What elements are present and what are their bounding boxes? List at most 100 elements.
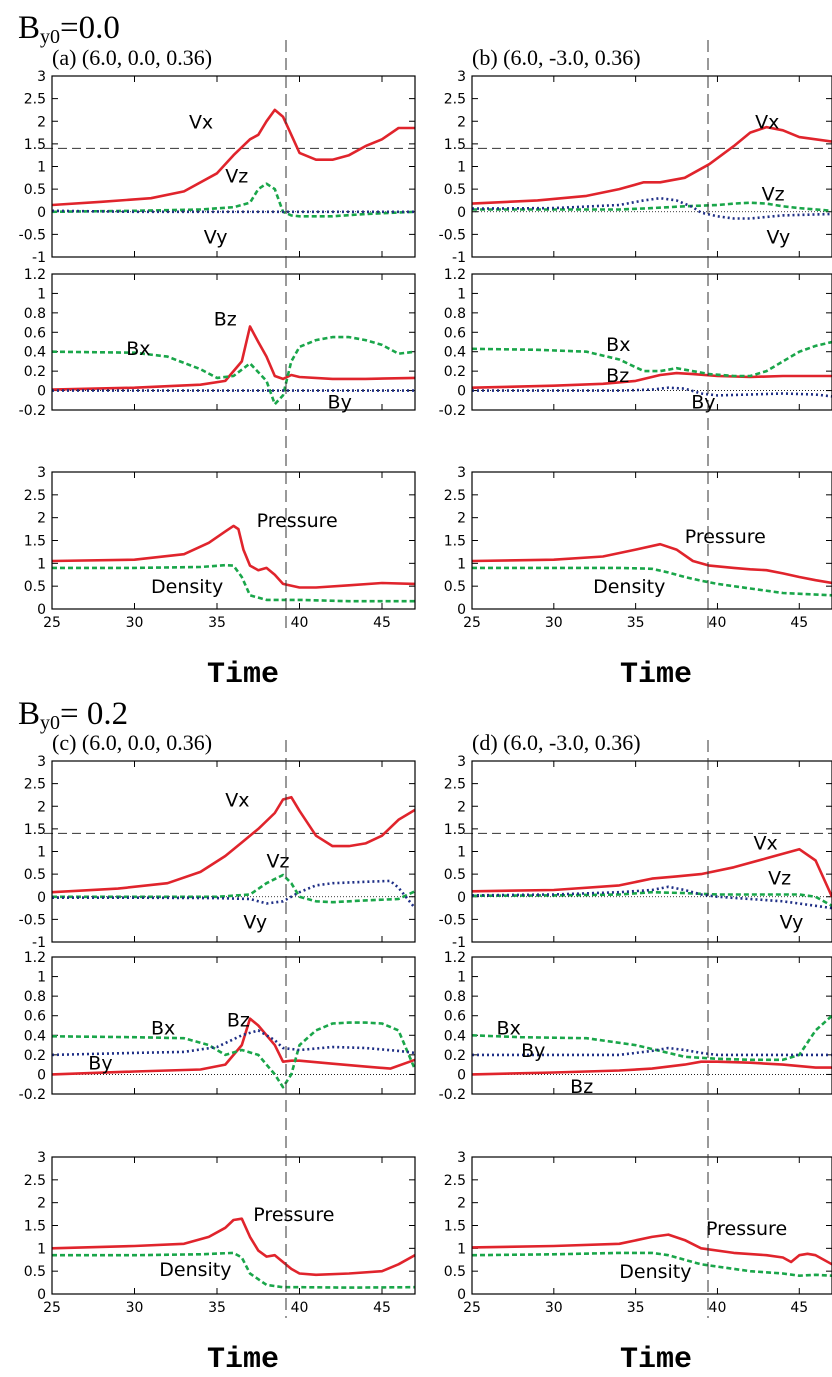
y-tick-label: 1 (37, 160, 46, 176)
panel-title-b: (b) (6.0, -3.0, 0.36) (472, 45, 641, 70)
y-tick-label: 0.5 (24, 182, 46, 198)
y-tick-label: 0.6 (24, 1009, 46, 1025)
curve-label-bz: Bz (606, 365, 629, 387)
y-tick-label: 0.4 (24, 345, 46, 361)
x-tick-label: 45 (790, 1300, 808, 1316)
subplot-c-velocity: 3 2.5 2 1.5 1 0.5 0 -0.5 -1 Vx Vz Vy (19, 754, 416, 951)
curve-label-pressure: Pressure (257, 510, 338, 532)
subplot-d-velocity: 3 2.5 2 1.5 1 0.5 0 -0.5 -1 Vx Vz Vy (439, 754, 832, 951)
y-tick-label: -0.5 (439, 912, 466, 928)
subplot-c-field: 1.2 1 0.8 0.6 0.4 0.2 0 -0.2 Bx Bz By (19, 950, 416, 1103)
y-tick-label: 2 (457, 511, 466, 527)
series-vz (472, 201, 832, 213)
y-tick-label: 0.2 (24, 1048, 46, 1064)
y-tick-label: 1 (457, 160, 466, 176)
series-pressure (52, 524, 415, 589)
curve-label-vx: Vx (225, 789, 249, 811)
curve-label-vx: Vx (755, 111, 779, 133)
plot-frame (51, 956, 416, 1095)
subplot-a-field: 1.2 1 0.8 0.6 0.4 0.2 0 -0.2 Bx Bz By (19, 267, 416, 419)
y-tick-label: 0 (457, 1067, 466, 1083)
y-tick-label: 1 (37, 845, 46, 861)
y-tick-label: 1.2 (444, 950, 466, 966)
curve-label-pressure: Pressure (685, 526, 766, 548)
y-tick-label: 1 (37, 286, 46, 302)
x-tick-label: 45 (373, 615, 391, 631)
y-tick-label: 2.5 (444, 92, 466, 108)
y-tick-label: 1.5 (444, 137, 466, 153)
y-tick-label: 0.8 (24, 306, 46, 322)
panel-title-d: (d) (6.0, -3.0, 0.36) (472, 730, 641, 755)
y-tick-label: 1 (457, 286, 466, 302)
y-tick-label: -1 (452, 250, 466, 266)
series-bz (52, 1017, 415, 1076)
y-tick-label: 2.5 (24, 777, 46, 793)
y-tick-label: 2 (37, 511, 46, 527)
x-tick-label: 30 (126, 615, 144, 631)
series-vx (472, 125, 832, 205)
y-tick-label: 0 (457, 890, 466, 906)
x-tick-label: 40 (709, 1300, 727, 1316)
series-vz (52, 182, 415, 218)
plot-frame (471, 760, 832, 943)
x-tick-label: 40 (709, 615, 727, 631)
y-tick-label: 1.5 (24, 1219, 46, 1235)
y-tick-label: 0 (37, 1067, 46, 1083)
y-tick-label: 2.5 (444, 488, 466, 504)
curve-label-bx: Bx (126, 338, 150, 360)
y-tick-label: 0.6 (444, 325, 466, 341)
y-tick-label: 0.5 (24, 579, 46, 595)
curve-label-by: By (691, 391, 715, 413)
y-tick-label: 0.8 (444, 306, 466, 322)
curve-label-vx: Vx (189, 111, 213, 133)
y-tick-label: 1.5 (444, 1219, 466, 1235)
y-tick-label: 2 (37, 799, 46, 815)
y-tick-label: -1 (32, 935, 46, 951)
y-tick-label: -0.5 (19, 912, 46, 928)
curve-label-bz: Bz (570, 1076, 593, 1098)
curve-label-vz: Vz (762, 184, 785, 206)
curve-label-bx: Bx (606, 334, 630, 356)
y-tick-label: 2.5 (24, 488, 46, 504)
series-pressure (472, 542, 832, 585)
curve-label-by: By (521, 1040, 545, 1062)
y-tick-label: 1 (457, 1241, 466, 1257)
x-tick-label: 35 (208, 1300, 226, 1316)
y-tick-label: 3 (457, 465, 466, 481)
y-tick-label: -0.2 (439, 403, 466, 419)
y-tick-label: 0.2 (444, 1048, 466, 1064)
x-tick-label: 25 (463, 1300, 481, 1316)
curve-label-vy: Vy (243, 912, 267, 934)
plot-frame (471, 273, 832, 411)
x-tick-label: 30 (126, 1300, 144, 1316)
y-tick-label: 3 (37, 754, 46, 770)
subplot-b-pressure: 3 2.5 2 1.5 1 0.5 025 30 35 40 45 Pressure Density (444, 465, 832, 631)
x-tick-label: 35 (627, 615, 645, 631)
y-tick-label: 1 (37, 556, 46, 572)
plot-frame (51, 760, 416, 943)
y-tick-label: -0.5 (19, 227, 46, 243)
series-bz (472, 371, 832, 389)
series-vy (52, 879, 415, 909)
panel-title-a: (a) (6.0, 0.0, 0.36) (52, 45, 212, 70)
series-by (472, 386, 832, 398)
curve-label-by: By (88, 1053, 112, 1075)
y-tick-label: 0 (457, 1287, 466, 1303)
subplot-d-pressure: 3 2.5 2 1.5 1 0.5 025 30 35 40 45 Pressure Density (444, 1150, 832, 1316)
y-tick-label: 0 (37, 890, 46, 906)
subplot-a-pressure: 3 2.5 2 1.5 1 0.5 025 30 35 40 45 Pressure Density (24, 465, 416, 631)
subplot-b-velocity: 3 2.5 2 1.5 1 0.5 0 -0.5 -1 Vx Vz Vy (439, 69, 832, 266)
x-axis-label-time-left-bottom: Time (207, 1343, 279, 1377)
curve-label-density: Density (159, 1259, 231, 1281)
y-tick-label: 1 (37, 1241, 46, 1257)
series-density (52, 1251, 415, 1289)
y-tick-label: 0.5 (444, 867, 466, 883)
y-tick-label: 0.2 (24, 364, 46, 380)
curve-label-vy: Vy (780, 912, 804, 934)
y-tick-label: 2 (457, 114, 466, 130)
y-tick-label: 2.5 (24, 92, 46, 108)
plot-frame (51, 471, 416, 610)
y-tick-label: 2.5 (24, 1173, 46, 1189)
